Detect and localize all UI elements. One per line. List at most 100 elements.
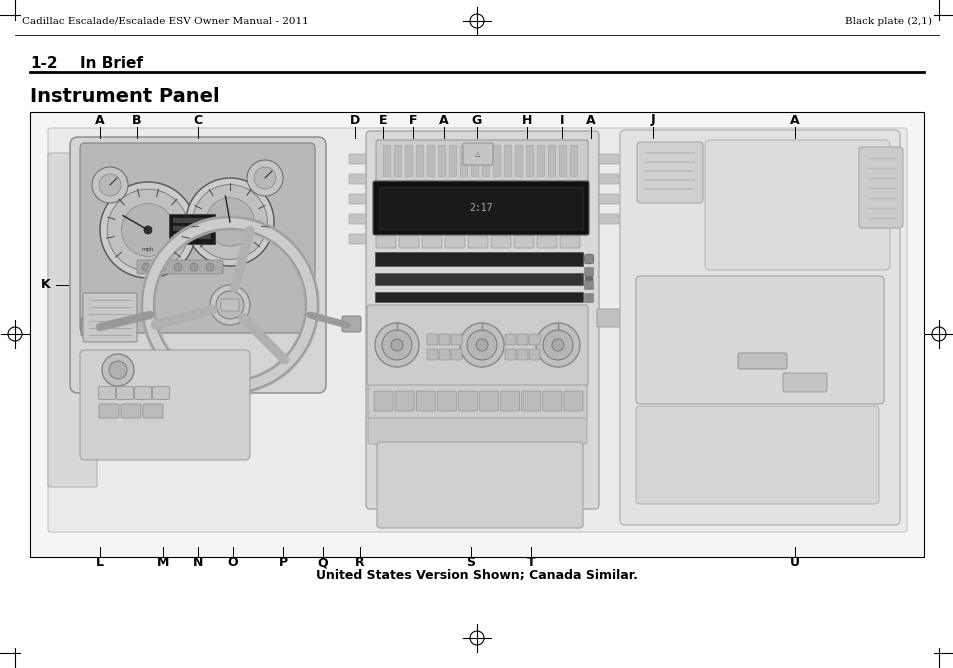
FancyBboxPatch shape — [366, 131, 598, 509]
Text: 2:17: 2:17 — [469, 203, 493, 213]
FancyBboxPatch shape — [704, 140, 889, 270]
FancyBboxPatch shape — [221, 299, 239, 311]
Text: O: O — [228, 556, 238, 570]
FancyBboxPatch shape — [143, 404, 163, 418]
FancyBboxPatch shape — [479, 391, 498, 411]
Text: Cadillac Escalade/Escalade ESV Owner Manual - 2011: Cadillac Escalade/Escalade ESV Owner Man… — [22, 17, 309, 25]
FancyBboxPatch shape — [427, 349, 437, 360]
FancyBboxPatch shape — [537, 236, 557, 248]
FancyBboxPatch shape — [468, 236, 488, 248]
Circle shape — [476, 339, 488, 351]
Text: A: A — [438, 114, 448, 126]
FancyBboxPatch shape — [451, 334, 461, 345]
Circle shape — [381, 330, 412, 360]
Text: U: U — [789, 556, 800, 570]
FancyBboxPatch shape — [542, 391, 561, 411]
FancyBboxPatch shape — [421, 236, 441, 248]
Text: D: D — [350, 114, 359, 126]
Text: P: P — [278, 556, 287, 570]
Text: C: C — [193, 114, 202, 126]
FancyBboxPatch shape — [416, 391, 435, 411]
Circle shape — [542, 330, 573, 360]
FancyBboxPatch shape — [405, 146, 412, 176]
FancyBboxPatch shape — [398, 236, 418, 248]
Circle shape — [583, 254, 594, 264]
FancyBboxPatch shape — [548, 146, 555, 176]
FancyBboxPatch shape — [169, 214, 214, 244]
FancyBboxPatch shape — [373, 181, 588, 235]
FancyBboxPatch shape — [570, 146, 577, 176]
Text: United States Version Shown; Canada Similar.: United States Version Shown; Canada Simi… — [315, 568, 638, 582]
FancyBboxPatch shape — [416, 146, 423, 176]
FancyBboxPatch shape — [134, 387, 152, 399]
Text: Black plate (2,1): Black plate (2,1) — [844, 17, 931, 25]
Text: △: △ — [475, 151, 480, 157]
FancyBboxPatch shape — [80, 143, 314, 333]
FancyBboxPatch shape — [521, 391, 540, 411]
Text: B: B — [132, 114, 142, 126]
FancyBboxPatch shape — [116, 387, 133, 399]
Circle shape — [102, 354, 133, 386]
FancyBboxPatch shape — [70, 137, 326, 393]
FancyBboxPatch shape — [172, 218, 211, 223]
Circle shape — [584, 275, 593, 283]
FancyBboxPatch shape — [48, 128, 906, 532]
FancyBboxPatch shape — [98, 387, 115, 399]
FancyBboxPatch shape — [48, 153, 97, 487]
FancyBboxPatch shape — [375, 140, 587, 182]
Text: H: H — [521, 114, 532, 126]
FancyBboxPatch shape — [438, 349, 450, 360]
Text: G: G — [472, 114, 481, 126]
FancyBboxPatch shape — [514, 236, 534, 248]
FancyBboxPatch shape — [504, 349, 516, 360]
FancyBboxPatch shape — [368, 385, 586, 419]
FancyBboxPatch shape — [637, 142, 702, 203]
Text: A: A — [585, 114, 596, 126]
FancyBboxPatch shape — [427, 334, 437, 345]
FancyBboxPatch shape — [83, 293, 137, 342]
FancyBboxPatch shape — [438, 146, 445, 176]
Circle shape — [206, 263, 213, 271]
FancyBboxPatch shape — [349, 194, 366, 204]
FancyBboxPatch shape — [152, 387, 170, 399]
Circle shape — [459, 323, 503, 367]
Text: T: T — [526, 556, 535, 570]
Circle shape — [536, 323, 579, 367]
FancyBboxPatch shape — [367, 305, 587, 386]
FancyBboxPatch shape — [515, 146, 522, 176]
FancyBboxPatch shape — [349, 214, 366, 224]
FancyBboxPatch shape — [537, 146, 544, 176]
Text: Q: Q — [317, 556, 328, 570]
Circle shape — [193, 184, 267, 259]
FancyBboxPatch shape — [636, 406, 878, 504]
Circle shape — [144, 226, 152, 234]
FancyBboxPatch shape — [584, 293, 593, 303]
Text: In Brief: In Brief — [80, 55, 143, 71]
FancyBboxPatch shape — [449, 146, 456, 176]
FancyBboxPatch shape — [376, 442, 582, 528]
FancyBboxPatch shape — [436, 391, 456, 411]
FancyBboxPatch shape — [460, 146, 467, 176]
FancyBboxPatch shape — [172, 234, 211, 239]
FancyBboxPatch shape — [121, 404, 141, 418]
Circle shape — [91, 167, 128, 203]
FancyBboxPatch shape — [636, 276, 883, 404]
FancyBboxPatch shape — [349, 234, 366, 244]
FancyBboxPatch shape — [349, 154, 366, 164]
FancyBboxPatch shape — [619, 130, 899, 525]
FancyBboxPatch shape — [375, 236, 395, 248]
FancyBboxPatch shape — [395, 146, 401, 176]
FancyBboxPatch shape — [99, 404, 119, 418]
FancyBboxPatch shape — [584, 281, 593, 289]
Circle shape — [100, 182, 195, 278]
Circle shape — [99, 174, 121, 196]
FancyBboxPatch shape — [563, 391, 582, 411]
FancyBboxPatch shape — [395, 391, 414, 411]
FancyBboxPatch shape — [782, 373, 826, 392]
FancyBboxPatch shape — [462, 143, 493, 165]
Circle shape — [173, 263, 182, 271]
Text: E: E — [378, 114, 387, 126]
FancyBboxPatch shape — [375, 273, 582, 285]
FancyBboxPatch shape — [427, 146, 434, 176]
FancyBboxPatch shape — [383, 146, 390, 176]
